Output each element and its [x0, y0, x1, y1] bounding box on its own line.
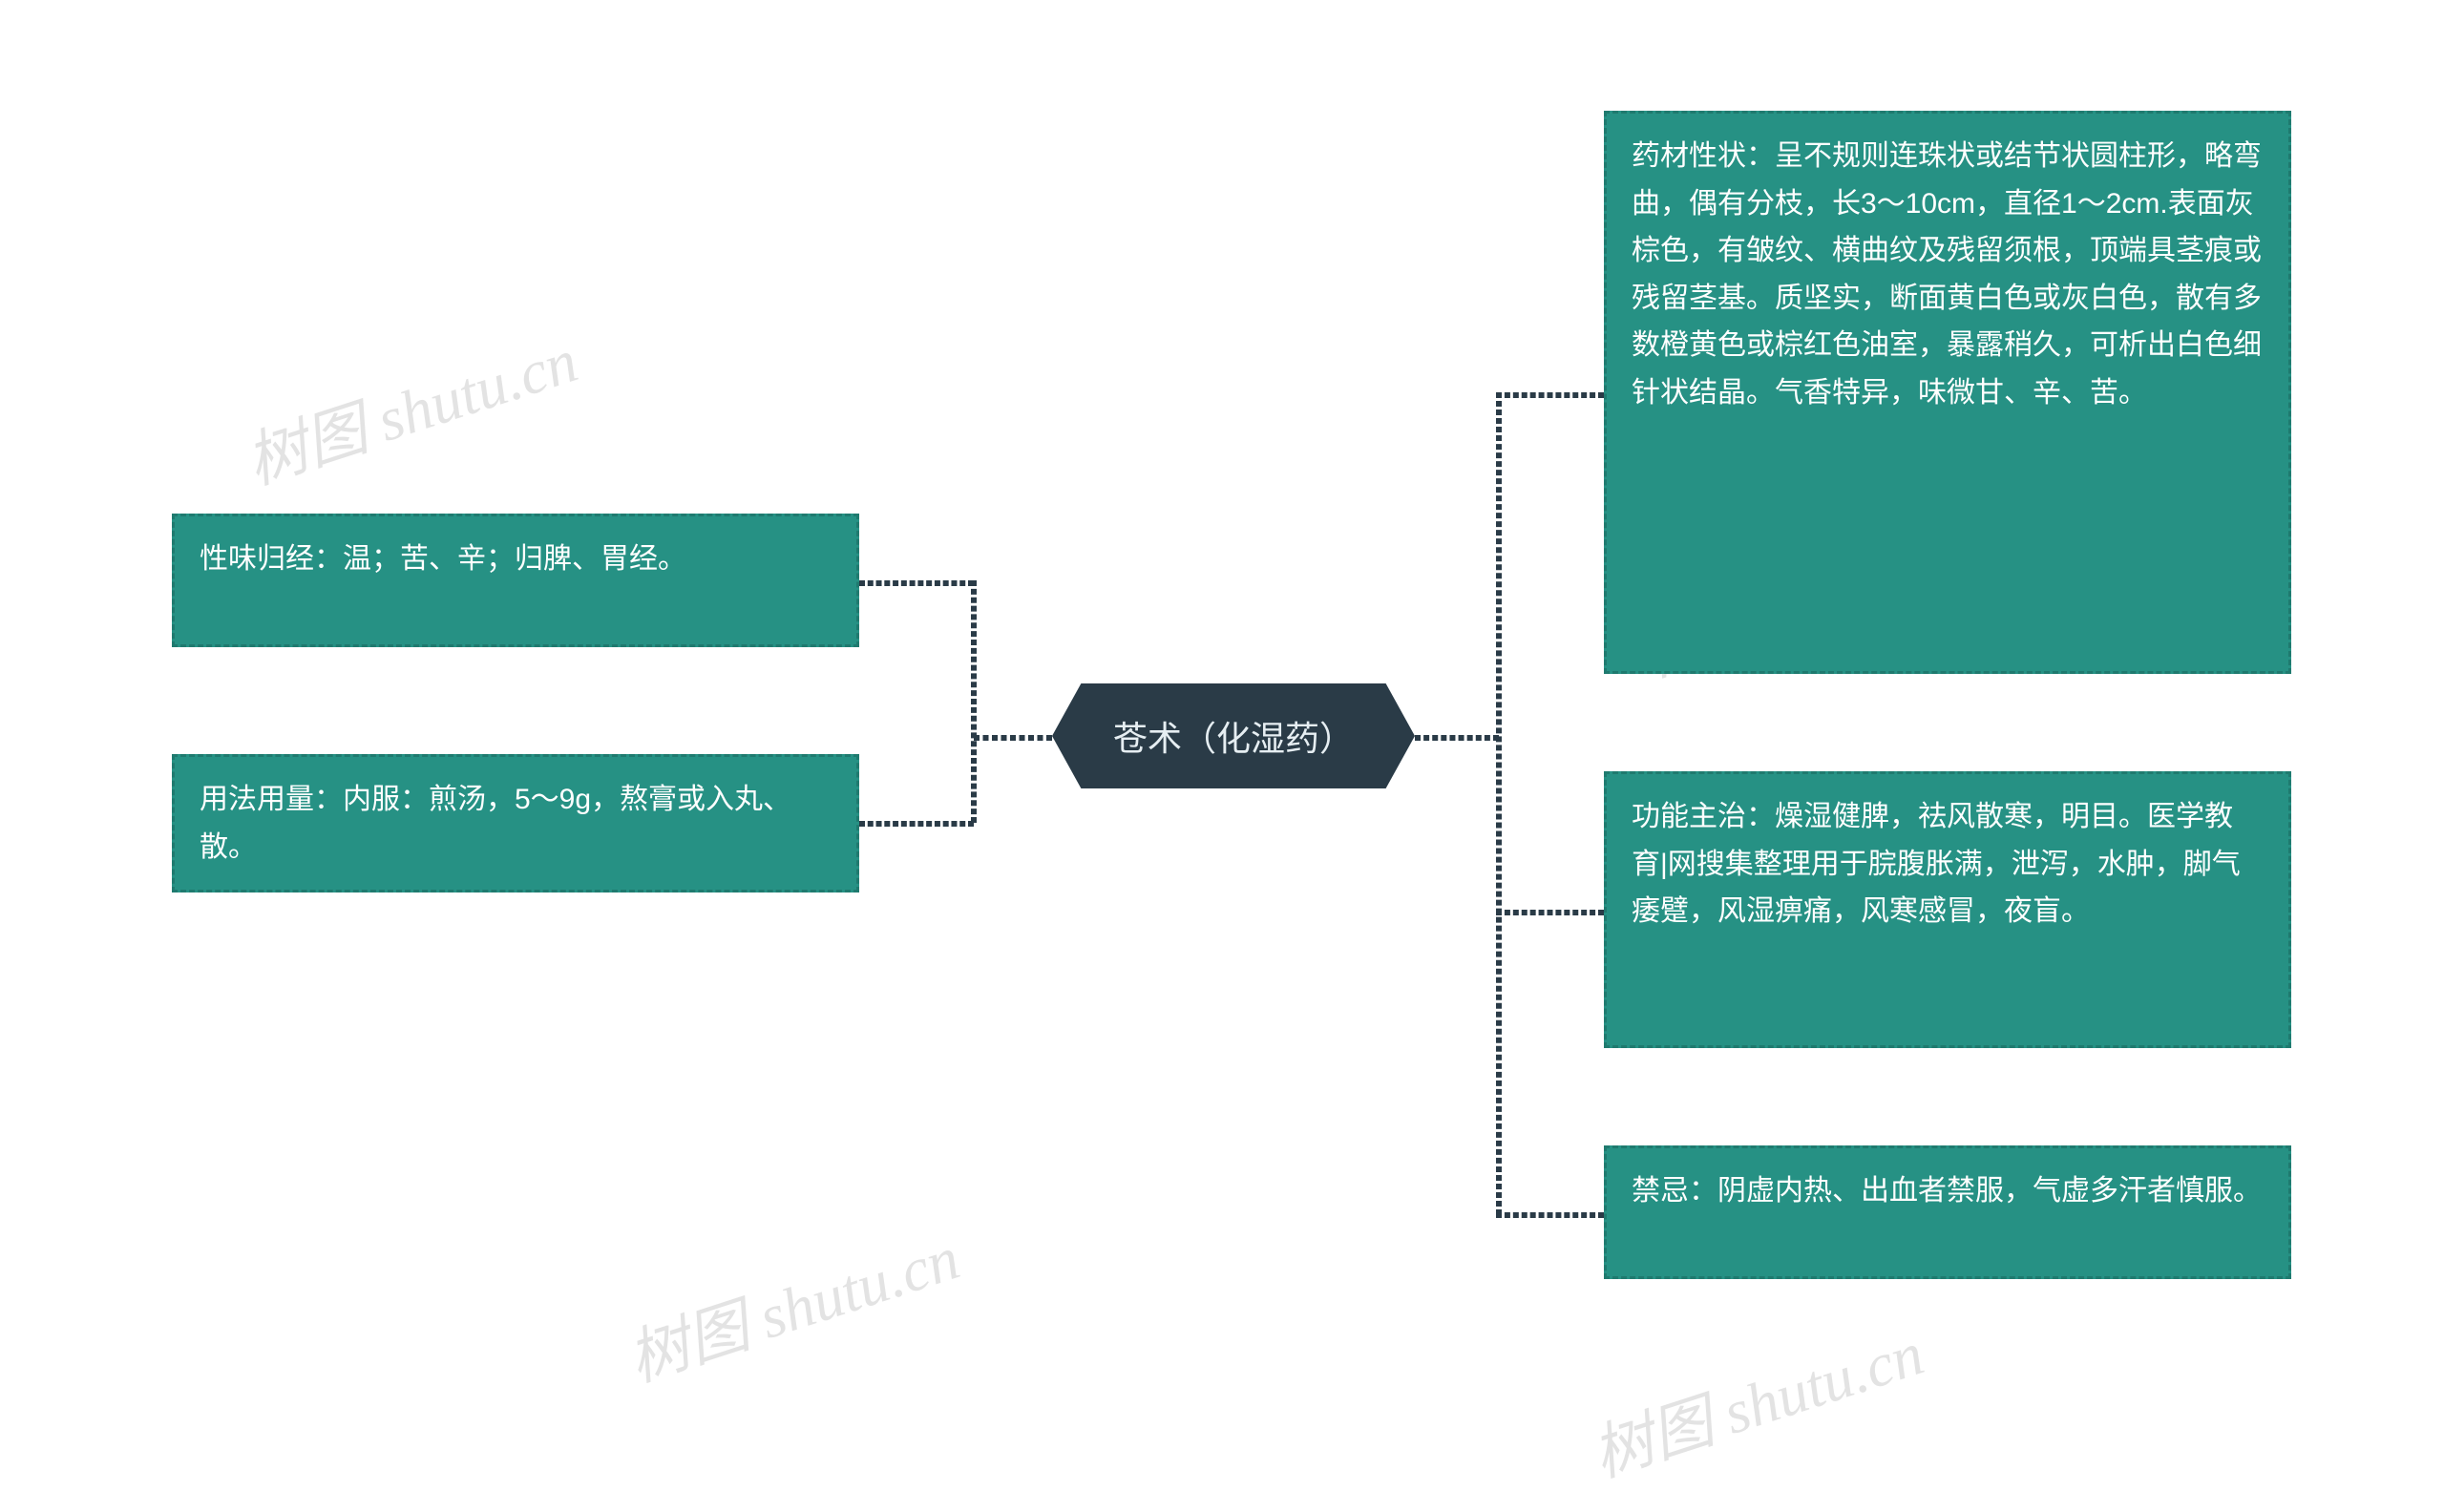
connector	[1496, 392, 1604, 398]
connector	[859, 580, 974, 586]
node-text: 用法用量：内服：煎汤，5～9g，熬膏或入丸、散。	[200, 784, 791, 863]
watermark: 树图 shutu.cn	[1580, 1305, 1933, 1494]
node-contra: 禁忌：阴虚内热、出血者禁服，气虚多汗者慎服。	[1604, 1145, 2291, 1279]
center-node: 苍术（化湿药）	[1052, 683, 1415, 788]
node-flavor: 性味归经：温；苦、辛；归脾、胃经。	[172, 514, 859, 647]
node-text: 药材性状：呈不规则连珠状或结节状圆柱形，略弯曲，偶有分枝，长3～10cm，直径1…	[1632, 140, 2262, 409]
node-dosage: 用法用量：内服：煎汤，5～9g，熬膏或入丸、散。	[172, 754, 859, 892]
connector	[1415, 735, 1499, 741]
connector	[1496, 1212, 1604, 1218]
connector	[859, 821, 974, 827]
watermark: 树图 shutu.cn	[616, 1209, 969, 1398]
watermark: 树图 shutu.cn	[234, 312, 587, 501]
node-text: 禁忌：阴虚内热、出血者禁服，气虚多汗者慎服。	[1632, 1175, 2262, 1207]
node-text: 功能主治：燥湿健脾，祛风散寒，明目。医学教育|网搜集整理用于脘腹胀满，泄泻，水肿…	[1632, 801, 2241, 927]
node-functions: 功能主治：燥湿健脾，祛风散寒，明目。医学教育|网搜集整理用于脘腹胀满，泄泻，水肿…	[1604, 771, 2291, 1048]
connector	[1496, 392, 1502, 1215]
connector	[1496, 910, 1604, 915]
node-properties: 药材性状：呈不规则连珠状或结节状圆柱形，略弯曲，偶有分枝，长3～10cm，直径1…	[1604, 111, 2291, 674]
connector	[974, 735, 1052, 741]
center-node-label: 苍术（化湿药）	[1113, 711, 1354, 761]
node-text: 性味归经：温；苦、辛；归脾、胃经。	[200, 543, 686, 575]
mindmap-canvas: 树图 shutu.cn 树图 shutu.cn 树图 shutu.cn 图 sh…	[0, 0, 2444, 1512]
connector	[971, 580, 977, 823]
